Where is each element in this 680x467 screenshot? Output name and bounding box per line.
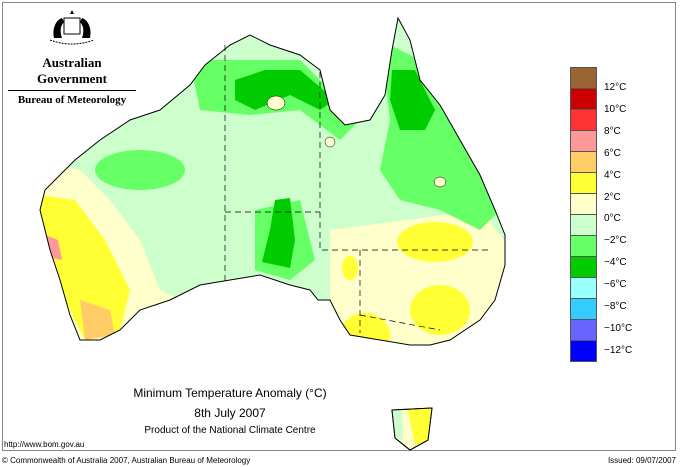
legend-label: 6°C (604, 147, 621, 159)
region-minus4-to-minus6-central (262, 198, 295, 268)
legend-swatch (570, 88, 597, 110)
map-title: Minimum Temperature Anomaly (°C) 8th Jul… (100, 386, 360, 436)
region-2-to-4-sa (342, 256, 358, 280)
legend-label: −8°C (604, 301, 627, 312)
legend-swatch (570, 109, 597, 131)
legend-swatch (570, 193, 597, 215)
legend: 12°C 10°C 8°C 6°C 4°C 2°C 0°C −2°C −4°C −6°C −8°C −… (570, 67, 632, 362)
region-2-to-4-east (397, 222, 473, 262)
tasmania-outline (391, 407, 433, 451)
logo: Australian Government Bureau of Meteorol… (8, 8, 136, 106)
region-0-to-2-spot (266, 95, 286, 111)
legend-swatch (570, 151, 597, 173)
legend-label: 0°C (604, 213, 621, 225)
coat-of-arms-icon (49, 10, 95, 45)
logo-line1: Australian Government (8, 55, 136, 91)
legend-label: 2°C (604, 191, 621, 203)
region-2-to-4-south (340, 313, 390, 345)
legend-label: −10°C (604, 322, 633, 334)
website-url: http://www.bom.gov.au (4, 440, 85, 449)
tasmania-east (408, 408, 432, 445)
logo-line2: Bureau of Meteorology (17, 94, 127, 106)
region-minus4-to-minus6-north (235, 70, 335, 110)
frame (2, 2, 676, 451)
region-2-to-4-west (40, 195, 130, 340)
legend-label: −4°C (604, 257, 627, 269)
legend-label: −2°C (604, 235, 627, 247)
region-0-to-2-spot (324, 136, 336, 148)
region-0-to-2-spot (433, 176, 447, 188)
legend-label: 10°C (604, 103, 627, 115)
region-4-to-6-west (80, 300, 115, 340)
region-2-to-4-south-east (410, 285, 470, 335)
legend-swatch (570, 256, 597, 278)
state-borders (224, 45, 490, 333)
title-date: 8th July 2007 (194, 406, 266, 420)
legend-label: 8°C (604, 125, 621, 137)
region-6-to-8-west (45, 235, 62, 260)
region-minus4-to-minus6-qld (390, 70, 435, 130)
copyright: © Commonwealth of Australia 2007, Austra… (2, 456, 251, 465)
legend-swatch (570, 277, 597, 299)
region-minus2-to-minus4-wa (95, 150, 185, 190)
title-main: Minimum Temperature Anomaly (°C) (133, 386, 327, 400)
legend-label: −6°C (604, 279, 627, 291)
legend-swatch (570, 130, 597, 152)
issued-date: Issued: 09/07/2007 (607, 456, 676, 465)
legend-label: 12°C (604, 82, 627, 93)
title-product: Product of the National Climate Centre (144, 425, 316, 436)
legend-swatch (570, 172, 597, 194)
legend-swatch (570, 67, 597, 89)
legend-swatch (570, 298, 597, 320)
legend-label: 4°C (604, 169, 621, 181)
legend-swatch (570, 214, 597, 236)
legend-swatch (570, 235, 597, 257)
legend-label: −12°C (604, 344, 633, 356)
legend-swatch (570, 340, 597, 362)
legend-swatch (570, 319, 597, 341)
